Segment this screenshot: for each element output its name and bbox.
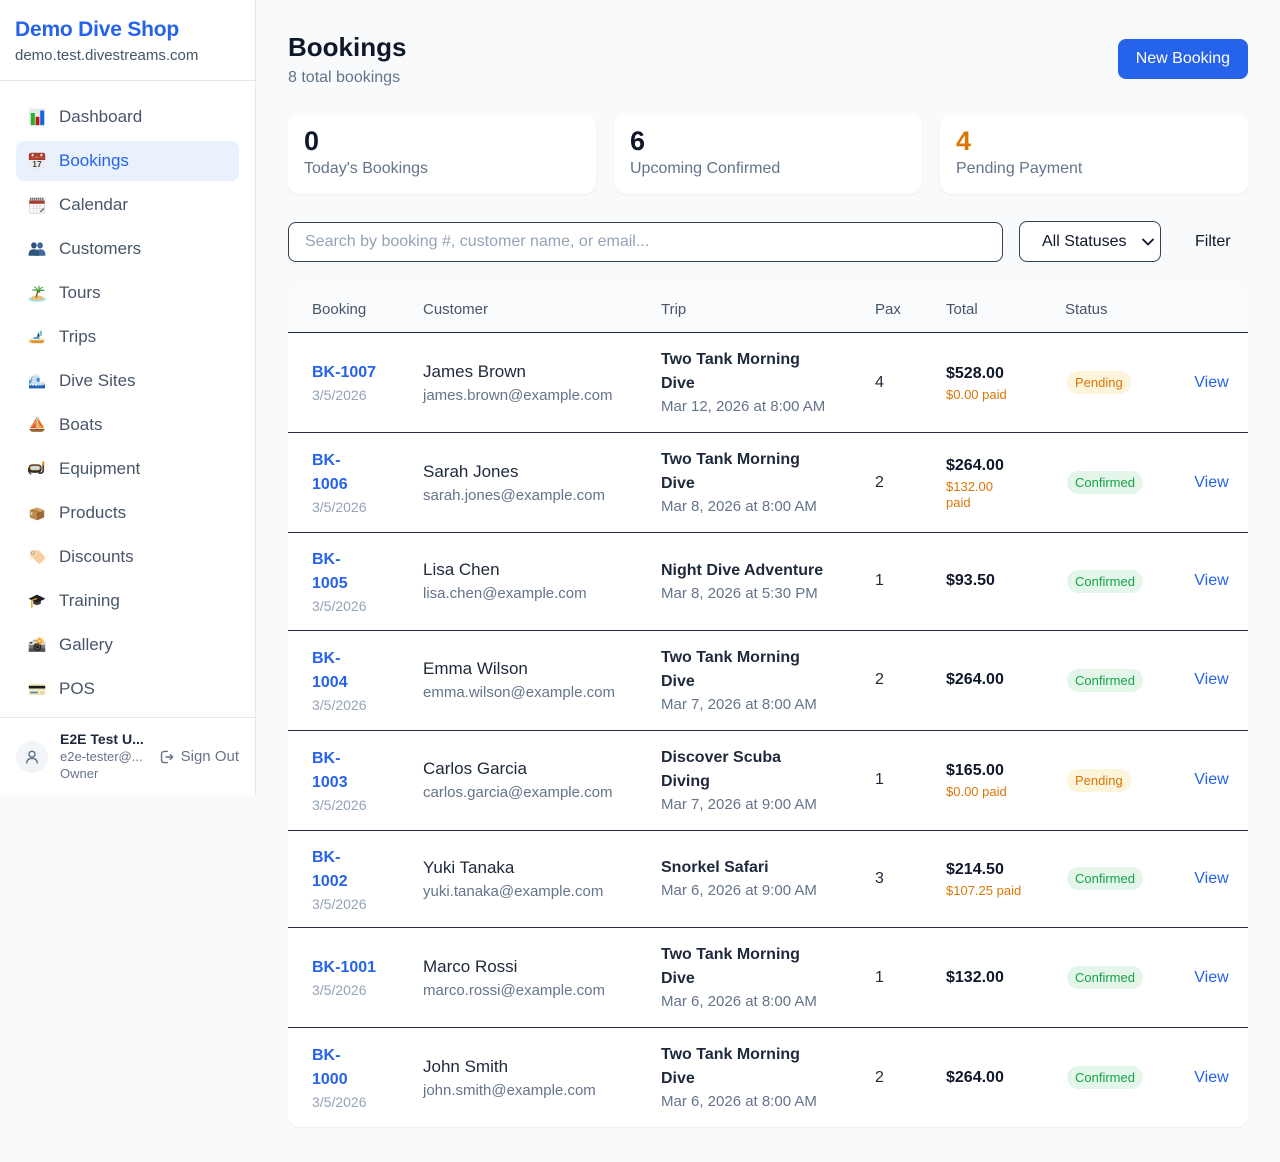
svg-text:17: 17 — [32, 159, 42, 169]
